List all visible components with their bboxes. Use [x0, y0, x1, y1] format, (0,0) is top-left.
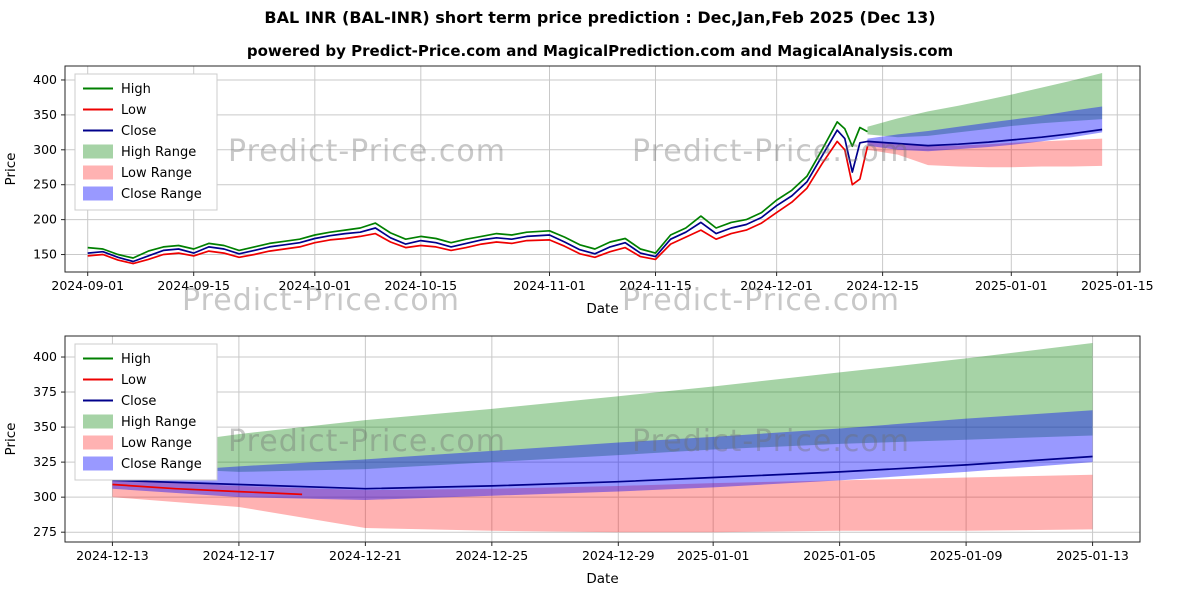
- legend-patch-swatch: [83, 186, 113, 201]
- y-tick-label: 250: [33, 177, 57, 192]
- x-tick-label: 2024-10-15: [384, 278, 457, 293]
- legend-label: Close: [121, 394, 156, 409]
- band-low-range: [112, 474, 1093, 533]
- band-close-range: [867, 106, 1103, 152]
- forecast-zoom-chart: 2024-12-13 2024-12-17 2024-12-21 2024-12-25…: [0, 330, 1200, 588]
- line-low: [112, 483, 303, 496]
- y-tick-label: 300: [33, 142, 57, 157]
- x-tick-label: 2024-12-13: [76, 548, 149, 563]
- chart-title: BAL INR (BAL-INR) short term price predi…: [264, 8, 936, 27]
- y-tick-label: 350: [33, 107, 57, 122]
- legend-label: Low: [121, 103, 147, 118]
- legend-label: High Range: [121, 145, 196, 160]
- legend-label: High: [121, 82, 151, 97]
- legend-patch-swatch: [83, 144, 113, 159]
- y-tick-label: 375: [33, 384, 57, 399]
- line-low: [87, 140, 869, 265]
- x-tick-label: 2025-01-05: [803, 548, 876, 563]
- legend-box: [74, 73, 218, 211]
- x-tick-label: 2024-12-25: [456, 548, 529, 563]
- legend: High Low Close High Range Low Range Close Ran…: [74, 343, 218, 481]
- legend: High Low Close High Range Low Range Close Ran…: [74, 73, 218, 211]
- x-tick-label: 2024-11-15: [619, 278, 692, 293]
- y-tick-label: 200: [33, 212, 57, 227]
- x-axis-label: Date: [586, 571, 618, 587]
- line-close: [87, 128, 1103, 263]
- x-tick-label: 2024-11-01: [513, 278, 586, 293]
- x-tick-label: 2024-12-21: [329, 548, 402, 563]
- legend-label: Close Range: [121, 187, 202, 202]
- y-axis-label: Price: [3, 153, 19, 186]
- axis-ticks: 2024-12-13 2024-12-17 2024-12-21 2024-12-25…: [33, 349, 1129, 563]
- y-tick-label: 300: [33, 489, 57, 504]
- legend-label: High Range: [121, 415, 196, 430]
- x-tick-label: 2025-01-01: [677, 548, 750, 563]
- band-close-range: [112, 410, 1093, 500]
- y-tick-label: 150: [33, 247, 57, 262]
- band-high-range: [112, 343, 1093, 472]
- axis-ticks: 2024-09-01 2024-09-15 2024-10-01 2024-10-15…: [33, 72, 1153, 293]
- legend-label: Low: [121, 373, 147, 388]
- y-tick-label: 350: [33, 419, 57, 434]
- legend-label: Low Range: [121, 166, 192, 181]
- powered-by-subtitle: powered by Predict-Price.com and Magical…: [246, 42, 954, 60]
- gridlines: [65, 336, 1140, 542]
- plot-frame: [64, 335, 1141, 543]
- line-high: [87, 121, 868, 259]
- legend-label: Close Range: [121, 457, 202, 472]
- legend-label: High: [121, 352, 151, 367]
- y-tick-label: 275: [33, 524, 57, 539]
- x-tick-label: 2024-12-15: [846, 278, 919, 293]
- y-tick-label: 400: [33, 72, 57, 87]
- y-axis-label: Price: [3, 423, 19, 456]
- band-high-range: [867, 72, 1103, 138]
- x-tick-label: 2024-10-01: [278, 278, 351, 293]
- x-tick-label: 2025-01-15: [1081, 278, 1154, 293]
- legend-patch-swatch: [83, 435, 113, 450]
- series: [112, 343, 1093, 533]
- x-tick-label: 2025-01-13: [1056, 548, 1129, 563]
- price-history-chart: 2024-09-01 2024-09-15 2024-10-01 2024-10-15…: [0, 60, 1200, 318]
- x-tick-label: 2024-12-29: [582, 548, 655, 563]
- legend-patch-swatch: [83, 414, 113, 429]
- line-close: [112, 455, 1093, 490]
- plot-frame: [64, 65, 1141, 273]
- x-tick-label: 2024-09-15: [157, 278, 230, 293]
- legend-label: Close: [121, 124, 156, 139]
- y-tick-label: 400: [33, 349, 57, 364]
- x-tick-label: 2025-01-01: [975, 278, 1048, 293]
- legend-patch-swatch: [83, 456, 113, 471]
- legend-label: Low Range: [121, 436, 192, 451]
- x-tick-label: 2025-01-09: [930, 548, 1003, 563]
- x-tick-label: 2024-12-17: [203, 548, 276, 563]
- legend-box: [74, 343, 218, 481]
- x-tick-label: 2024-12-01: [740, 278, 813, 293]
- x-axis-label: Date: [586, 301, 618, 317]
- band-low-range: [867, 138, 1103, 168]
- y-tick-label: 325: [33, 454, 57, 469]
- x-tick-label: 2024-09-01: [51, 278, 124, 293]
- series: [87, 72, 1103, 265]
- legend-patch-swatch: [83, 165, 113, 180]
